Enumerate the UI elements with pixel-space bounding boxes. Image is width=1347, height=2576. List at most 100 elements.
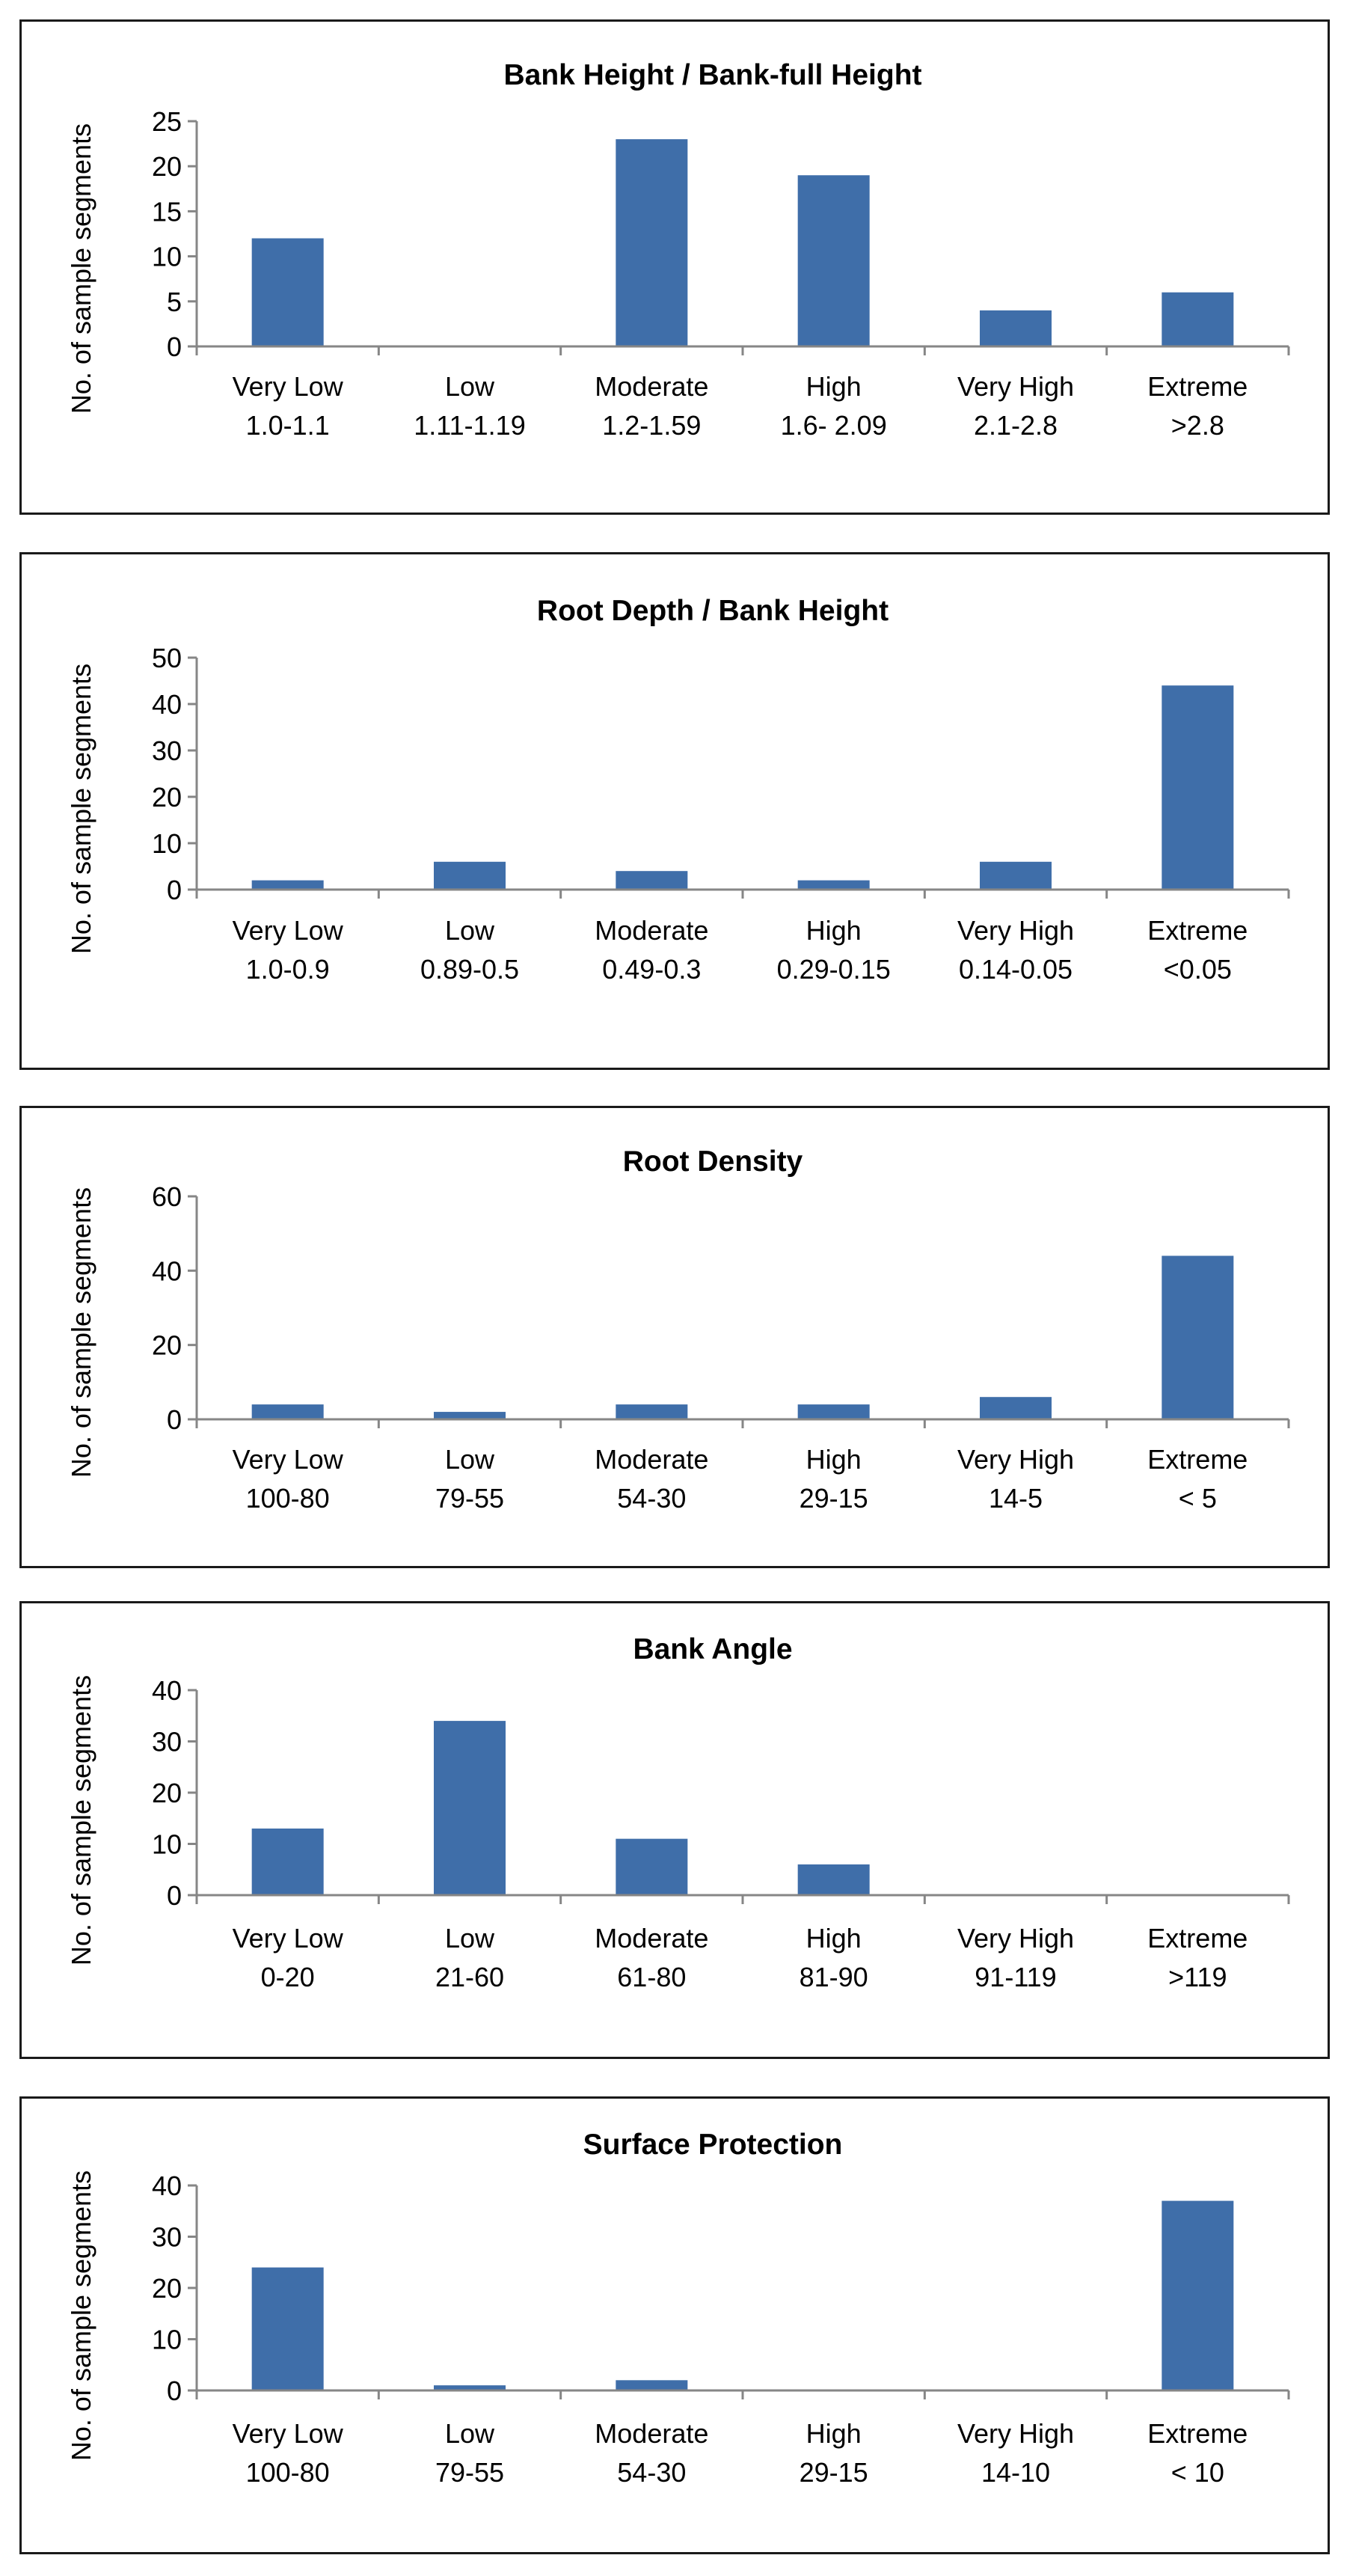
y-axis-label: No. of sample segments: [66, 1187, 96, 1478]
category-label: Moderate: [595, 371, 708, 402]
category-range-label: >2.8: [1171, 410, 1224, 441]
bar-moderate: [616, 1404, 688, 1419]
y-axis-label: No. of sample segments: [66, 664, 96, 954]
category-range-label: 54-30: [617, 2457, 686, 2488]
bar-very-low: [251, 238, 324, 346]
y-tick-label: 10: [152, 1829, 182, 1860]
category-range-label: 0.89-0.5: [420, 954, 519, 985]
bar-very-high: [980, 861, 1052, 890]
y-tick-label: 20: [152, 151, 182, 182]
category-range-label: 1.0-0.9: [246, 954, 330, 985]
category-label: Extreme: [1147, 1923, 1248, 1954]
y-tick-label: 40: [152, 1255, 182, 1286]
chart-title: Root Depth / Bank Height: [537, 595, 889, 627]
bar-extreme: [1162, 292, 1234, 346]
bar-high: [797, 1864, 870, 1895]
category-range-label: 91-119: [975, 1962, 1056, 1992]
y-tick-label: 0: [167, 2375, 182, 2406]
category-range-label: 1.2-1.59: [602, 410, 701, 441]
bar-moderate: [616, 139, 688, 346]
chart-bank-height: Bank Height / Bank-full Height No. of sam…: [66, 59, 1290, 441]
category-range-label: 0.49-0.3: [602, 954, 701, 985]
category-label: Very Low: [233, 371, 344, 402]
category-label: Very High: [957, 1923, 1074, 1954]
category-range-label: 79-55: [435, 1483, 504, 1514]
category-label: Very High: [957, 915, 1074, 946]
bar-extreme: [1162, 2200, 1234, 2390]
bar-moderate: [616, 871, 688, 890]
bar-moderate: [616, 1838, 688, 1895]
y-axis-label: No. of sample segments: [66, 1675, 96, 1965]
chart-title: Root Density: [623, 1145, 803, 1178]
category-label: Very Low: [233, 2418, 344, 2449]
bar-high: [797, 175, 870, 346]
category-range-label: < 5: [1179, 1483, 1217, 1514]
category-label: Extreme: [1147, 371, 1248, 402]
y-tick-label: 40: [152, 2170, 182, 2201]
y-tick-label: 60: [152, 1181, 182, 1212]
category-label: Moderate: [595, 2418, 708, 2449]
chart-bank-angle: Bank Angle No. of sample segments 0 10 20 30 4…: [66, 1633, 1290, 1992]
y-tick-label: 20: [152, 1778, 182, 1808]
category-range-label: 1.6- 2.09: [781, 410, 887, 441]
category-range-label: 0-20: [261, 1962, 315, 1992]
chart-title: Bank Height / Bank-full Height: [503, 59, 921, 91]
y-tick-label: 30: [152, 1727, 182, 1757]
bar-low: [434, 1721, 506, 1895]
category-range-label: <0.05: [1164, 954, 1232, 985]
category-label: Extreme: [1147, 915, 1248, 946]
bar-very-high: [980, 310, 1052, 346]
chart-panel-surface-protection: Surface Protection No. of sample segments…: [19, 2096, 1330, 2554]
y-tick-label: 0: [167, 1880, 182, 1911]
y-tick-label: 40: [152, 1675, 182, 1706]
chart-panel-bank-angle: Bank Angle No. of sample segments 0 10 20 30 4…: [19, 1601, 1330, 2059]
category-label: Low: [445, 1444, 495, 1475]
category-label: Moderate: [595, 1923, 708, 1954]
category-range-label: 100-80: [246, 2457, 330, 2488]
category-label: Low: [445, 371, 495, 402]
category-label: Low: [445, 915, 495, 946]
chart-title: Bank Angle: [633, 1633, 792, 1665]
category-label: Low: [445, 1923, 495, 1954]
category-range-label: 54-30: [617, 1483, 686, 1514]
chart-panel-bank-height: Bank Height / Bank-full Height No. of sam…: [19, 19, 1330, 515]
category-range-label: 1.11-1.19: [414, 410, 525, 441]
bar-low: [434, 861, 506, 890]
category-range-label: 79-55: [435, 2457, 504, 2488]
category-label: Very Low: [233, 1444, 344, 1475]
bar-extreme: [1162, 685, 1234, 890]
category-label: Very High: [957, 1444, 1074, 1475]
category-label: Extreme: [1147, 1444, 1248, 1475]
y-tick-label: 20: [152, 2273, 182, 2304]
bar-moderate: [616, 2380, 688, 2390]
bar-high: [797, 1404, 870, 1419]
category-label: Very Low: [233, 915, 344, 946]
bar-very-low: [251, 2267, 324, 2390]
category-range-label: 21-60: [435, 1962, 504, 1992]
category-range-label: 0.29-0.15: [777, 954, 891, 985]
bar-high: [797, 880, 870, 890]
category-label: Very High: [957, 371, 1074, 402]
category-label: Moderate: [595, 1444, 708, 1475]
bar-very-low: [251, 1828, 324, 1895]
category-range-label: 61-80: [617, 1962, 686, 1992]
category-label: Very Low: [233, 1923, 344, 1954]
y-tick-label: 10: [152, 2325, 182, 2355]
category-label: Very High: [957, 2418, 1074, 2449]
category-range-label: 29-15: [800, 2457, 868, 2488]
chart-surface-protection: Surface Protection No. of sample segments…: [66, 2129, 1290, 2488]
y-tick-label: 5: [167, 287, 182, 317]
category-range-label: 14-5: [989, 1483, 1043, 1514]
category-label: Low: [445, 2418, 495, 2449]
y-tick-label: 10: [152, 828, 182, 859]
bar-very-low: [251, 880, 324, 890]
category-range-label: >119: [1168, 1962, 1227, 1992]
category-range-label: 100-80: [246, 1483, 330, 1514]
y-tick-label: 0: [167, 875, 182, 905]
y-tick-label: 25: [152, 106, 182, 137]
bar-low: [434, 2385, 506, 2390]
y-tick-label: 20: [152, 1330, 182, 1361]
category-range-label: 81-90: [800, 1962, 868, 1992]
y-tick-label: 50: [152, 643, 182, 673]
y-tick-label: 10: [152, 242, 182, 272]
